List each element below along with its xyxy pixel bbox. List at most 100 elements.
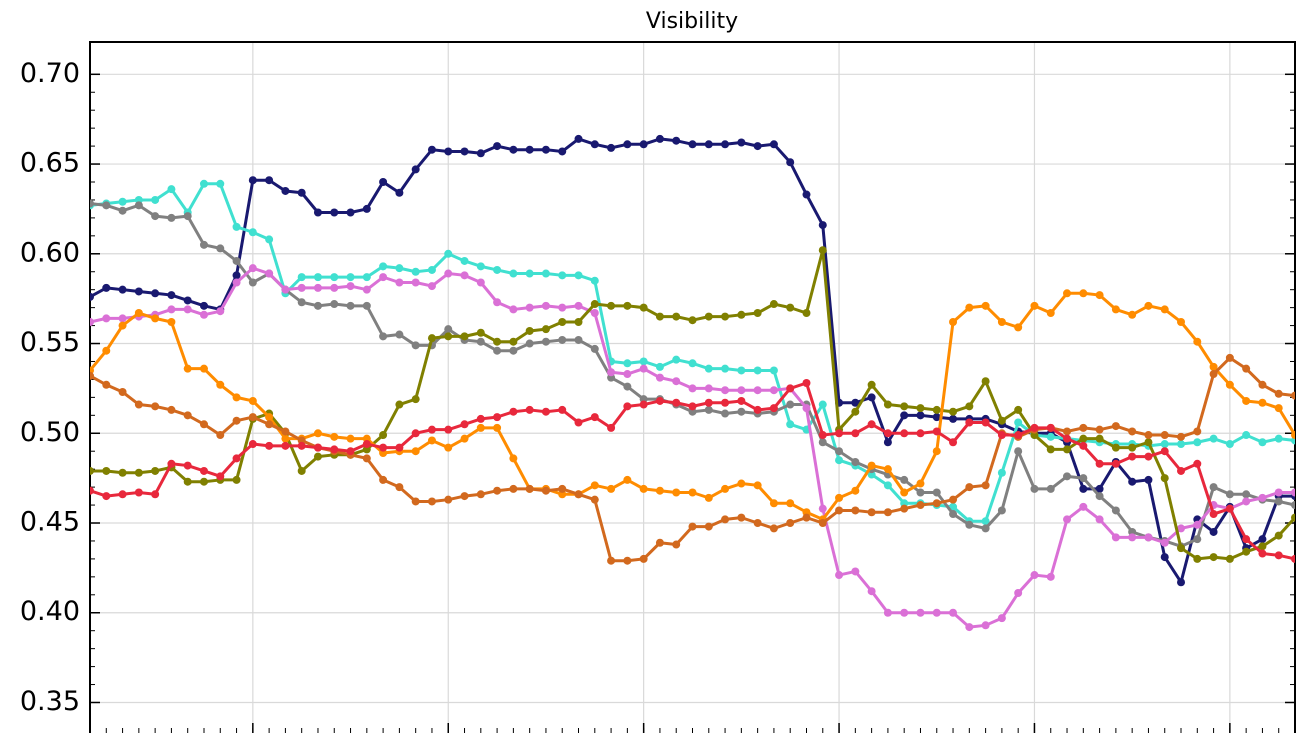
point bbox=[932, 427, 941, 436]
point bbox=[509, 145, 518, 154]
point bbox=[1014, 447, 1023, 456]
point bbox=[1258, 398, 1267, 407]
point bbox=[655, 134, 664, 143]
point bbox=[672, 312, 681, 321]
point bbox=[1225, 380, 1234, 389]
point bbox=[199, 466, 208, 475]
point bbox=[1242, 535, 1251, 544]
y-tick-label: 0.50 bbox=[20, 417, 80, 448]
point bbox=[460, 332, 469, 341]
point bbox=[199, 240, 208, 249]
point bbox=[997, 416, 1006, 425]
point bbox=[444, 332, 453, 341]
point bbox=[509, 305, 518, 314]
point bbox=[965, 483, 974, 492]
point bbox=[102, 346, 111, 355]
point bbox=[704, 384, 713, 393]
point bbox=[1063, 427, 1072, 436]
point bbox=[362, 204, 371, 213]
point bbox=[460, 420, 469, 429]
point bbox=[493, 423, 502, 432]
point bbox=[118, 490, 127, 499]
series bbox=[90, 289, 1295, 524]
point bbox=[558, 405, 567, 414]
point bbox=[802, 379, 811, 388]
point bbox=[883, 438, 892, 447]
point bbox=[851, 506, 860, 515]
point bbox=[476, 262, 485, 271]
point bbox=[981, 481, 990, 490]
point bbox=[1063, 445, 1072, 454]
point bbox=[118, 285, 127, 294]
chart-title: Visibility bbox=[646, 9, 738, 34]
point bbox=[1063, 472, 1072, 481]
point bbox=[362, 301, 371, 310]
point bbox=[590, 276, 599, 285]
point bbox=[90, 317, 94, 326]
point bbox=[786, 400, 795, 409]
point bbox=[1030, 571, 1039, 580]
point bbox=[965, 303, 974, 312]
point bbox=[1014, 589, 1023, 598]
point bbox=[476, 423, 485, 432]
point bbox=[1258, 438, 1267, 447]
point bbox=[265, 235, 274, 244]
y-tick-label: 0.65 bbox=[20, 148, 80, 179]
point bbox=[232, 271, 241, 280]
point bbox=[118, 197, 127, 206]
point bbox=[1242, 396, 1251, 405]
point bbox=[639, 364, 648, 373]
point bbox=[802, 190, 811, 199]
point bbox=[769, 300, 778, 309]
point bbox=[330, 432, 339, 441]
point bbox=[916, 411, 925, 420]
point bbox=[525, 303, 534, 312]
point bbox=[1095, 459, 1104, 468]
point bbox=[590, 495, 599, 504]
point bbox=[1111, 443, 1120, 452]
point bbox=[867, 461, 876, 470]
point bbox=[346, 301, 355, 310]
point bbox=[330, 445, 339, 454]
point bbox=[1177, 544, 1186, 553]
point bbox=[851, 429, 860, 438]
point bbox=[1128, 533, 1137, 542]
point bbox=[655, 538, 664, 547]
point bbox=[541, 269, 550, 278]
point bbox=[427, 145, 436, 154]
point bbox=[623, 556, 632, 565]
point bbox=[786, 519, 795, 528]
point bbox=[460, 434, 469, 443]
point bbox=[1046, 309, 1055, 318]
point bbox=[753, 366, 762, 375]
point bbox=[1160, 440, 1169, 449]
point bbox=[1209, 483, 1218, 492]
point bbox=[655, 396, 664, 405]
point bbox=[590, 413, 599, 422]
point bbox=[1160, 447, 1169, 456]
point bbox=[395, 330, 404, 339]
point bbox=[232, 454, 241, 463]
point bbox=[835, 456, 844, 465]
point bbox=[558, 147, 567, 156]
point bbox=[1095, 291, 1104, 300]
point bbox=[721, 140, 730, 149]
point bbox=[981, 418, 990, 427]
point bbox=[639, 140, 648, 149]
point bbox=[802, 309, 811, 318]
point bbox=[427, 334, 436, 343]
point bbox=[1079, 441, 1088, 450]
point bbox=[216, 380, 225, 389]
point bbox=[1144, 431, 1153, 440]
point bbox=[704, 405, 713, 414]
point bbox=[1144, 475, 1153, 484]
point bbox=[541, 407, 550, 416]
point bbox=[151, 402, 160, 411]
point bbox=[1291, 513, 1295, 522]
point bbox=[525, 339, 534, 348]
point bbox=[395, 483, 404, 492]
point bbox=[493, 298, 502, 307]
point bbox=[607, 301, 616, 310]
point bbox=[688, 402, 697, 411]
point bbox=[313, 301, 322, 310]
